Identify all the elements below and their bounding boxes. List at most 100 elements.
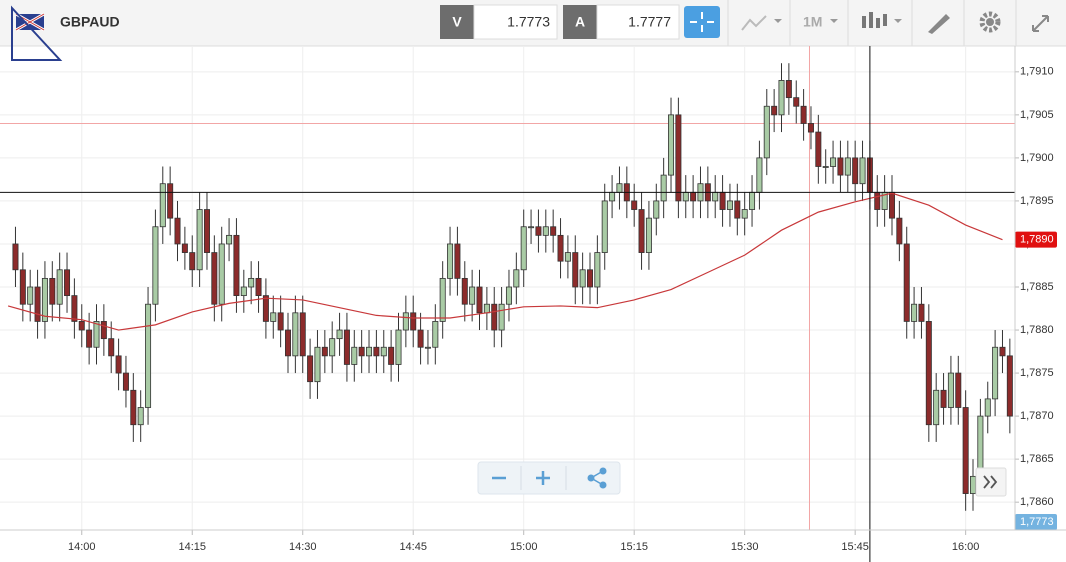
candle-body (218, 243, 225, 305)
plot-area: 14:00 14:15 14:30 14:45 15:00 15:15 15:30 15:45… (0, 46, 1057, 562)
candle-body (505, 286, 512, 305)
settings-icon[interactable] (979, 11, 1001, 33)
candle-body (756, 157, 763, 193)
candle-body (535, 226, 542, 236)
share-button[interactable] (587, 467, 607, 489)
candle-body (888, 191, 895, 219)
candle-body (12, 243, 19, 271)
candle-body (314, 346, 321, 383)
settings-icon-center (986, 18, 994, 26)
candle-body (233, 234, 240, 297)
x-tick-label: 15:15 (620, 541, 648, 553)
candle-body (749, 191, 756, 210)
candle-body (454, 243, 461, 279)
candle-body (564, 252, 571, 262)
candle-body (778, 80, 785, 116)
candle-body (196, 209, 203, 271)
candle-body (520, 226, 527, 271)
candle-body (262, 295, 269, 322)
candle-body (542, 226, 549, 236)
candle-body (469, 286, 476, 305)
candle-body (911, 303, 918, 322)
candle-body (270, 312, 277, 322)
candle-body (970, 475, 977, 494)
candle-body (226, 234, 233, 245)
candle-body (616, 183, 623, 193)
candle-body (19, 269, 26, 305)
chart-type-icon[interactable] (741, 15, 767, 31)
candle-body (903, 243, 910, 322)
candle-body (579, 269, 586, 288)
y-tick-label: 1,7910 (1020, 66, 1054, 78)
candle-body (159, 183, 166, 228)
candle-body (815, 131, 822, 167)
candle-body (498, 303, 505, 331)
candle-body (424, 346, 431, 349)
moving-average (7, 192, 1003, 331)
y-tick-label: 1,7860 (1020, 496, 1054, 508)
candle-body (955, 372, 962, 408)
candle-body (343, 329, 350, 365)
bid-box (473, 4, 558, 40)
candle-body (1006, 355, 1013, 417)
candle-body (189, 252, 196, 271)
x-tick-label: 14:45 (399, 541, 427, 553)
candle-body (108, 338, 115, 357)
x-tick-label: 15:30 (731, 541, 759, 553)
candle-body (830, 157, 837, 167)
candle-body (771, 105, 778, 116)
scroll-right-button[interactable] (975, 467, 1007, 497)
scroll-right-icon (983, 475, 998, 489)
candle-body (712, 191, 719, 202)
candle-body (181, 243, 188, 253)
candle-body (859, 157, 866, 185)
crosshair-button[interactable] (684, 6, 720, 38)
candle-body (601, 200, 608, 253)
candle-body (660, 174, 667, 202)
candle-body (609, 191, 616, 202)
candle-body (203, 209, 210, 253)
y-tick-label: 1,7895 (1020, 195, 1054, 207)
candle-body (933, 389, 940, 426)
candle-body (962, 407, 969, 494)
candle-body (27, 286, 34, 305)
candle-type-icon[interactable] (862, 12, 887, 28)
zoom-in-button[interactable] (536, 471, 550, 485)
candle-body (992, 346, 999, 400)
bid-label: V (452, 14, 462, 30)
candle-body (822, 166, 829, 168)
timeframe[interactable]: 1M (803, 14, 822, 30)
x-tick-label: 14:00 (68, 541, 96, 553)
candle-body (299, 312, 306, 357)
candle-body (388, 346, 395, 365)
candle-body (852, 157, 859, 185)
candle-body (115, 355, 122, 374)
candle-body (785, 80, 792, 99)
x-tick-label: 14:30 (289, 541, 317, 553)
symbol: GBPAUD (60, 14, 120, 30)
candle-body (292, 312, 299, 357)
candle-body (417, 329, 424, 348)
candle-body (675, 114, 682, 202)
candle-body (410, 312, 417, 331)
candle-body (734, 200, 741, 219)
candle-body (977, 415, 984, 477)
candle-body (240, 286, 247, 297)
candle-body (122, 372, 129, 391)
candle-body (690, 191, 697, 202)
candle-body (557, 234, 564, 262)
bid-button[interactable] (440, 5, 474, 39)
candle-body (572, 252, 579, 288)
crosshair-icon (690, 12, 714, 32)
ask-price: 1.7777 (628, 14, 671, 30)
collapse-icon[interactable] (1032, 15, 1049, 32)
flag-icon (11, 5, 63, 61)
candle-body (763, 105, 770, 159)
ask-button[interactable] (563, 5, 597, 39)
draw-icon[interactable] (928, 14, 950, 34)
candle-body (78, 321, 85, 331)
x-tick-label: 15:00 (510, 541, 538, 553)
candle-body (336, 329, 343, 340)
candle-body (321, 346, 328, 357)
